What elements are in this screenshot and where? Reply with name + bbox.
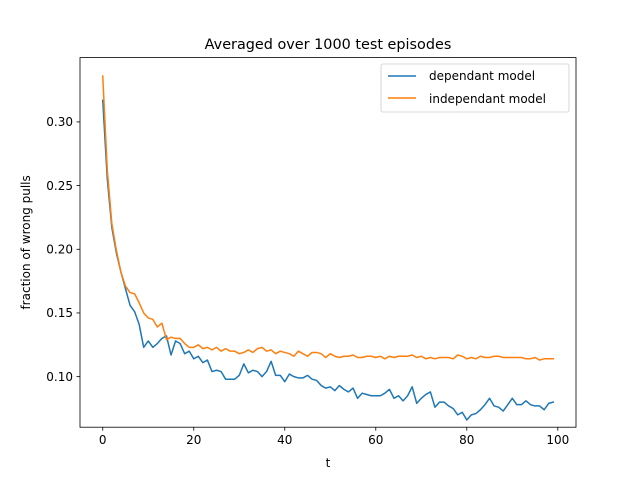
x-tick-label: 60: [368, 433, 383, 447]
x-tick-label: 40: [277, 433, 292, 447]
series-line-1: [101, 75, 554, 361]
x-tick-label: 0: [99, 433, 107, 447]
plot-frame: [79, 57, 577, 428]
y-tick-label: 0.15: [46, 306, 73, 320]
x-axis-label: t: [326, 456, 331, 470]
plot-lines: [101, 75, 555, 421]
x-axis-ticks: 0 20 40 60 80 100: [99, 427, 569, 447]
y-tick-label: 0.25: [46, 179, 73, 193]
x-tick-label: 20: [186, 433, 201, 447]
y-axis-ticks: 0.10 0.15 0.20 0.25 0.30: [46, 115, 80, 384]
x-tick-label: 100: [546, 433, 569, 447]
y-axis-label: fraction of wrong pulls: [19, 175, 33, 309]
legend-label-dependant: dependant model: [429, 69, 535, 83]
y-tick-label: 0.10: [46, 370, 73, 384]
chart-title: Averaged over 1000 test episodes: [205, 37, 452, 53]
legend-label-independant: independant model: [429, 92, 546, 106]
legend: dependant model independant model: [380, 63, 570, 113]
x-tick-label: 80: [459, 433, 474, 447]
series-line-0: [101, 99, 555, 421]
legend-box: [380, 63, 570, 113]
y-tick-label: 0.30: [46, 115, 73, 129]
y-tick-label: 0.20: [46, 242, 73, 256]
